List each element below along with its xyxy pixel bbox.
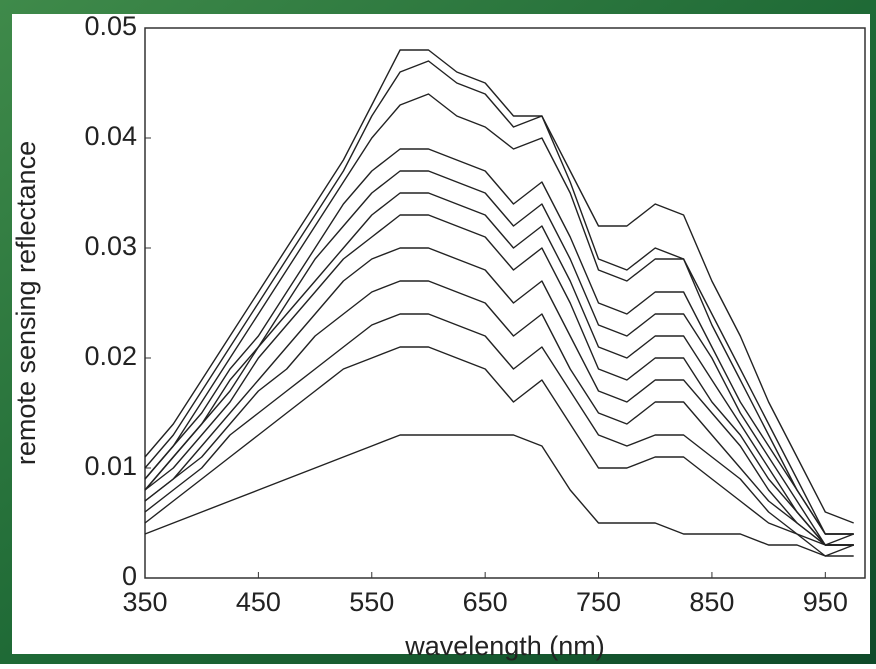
spectrum-line (144, 434, 854, 557)
x-tick-label: 750 (576, 587, 621, 617)
y-tick-label: 0.04 (84, 121, 137, 151)
y-tick-label: 0.05 (84, 11, 137, 41)
x-tick-label: 550 (349, 587, 394, 617)
spectrum-line (144, 93, 854, 535)
y-tick-label: 0.02 (84, 341, 137, 371)
x-tick-label: 850 (689, 587, 734, 617)
spectrum-line (144, 60, 854, 535)
spectrum-line (144, 192, 854, 546)
x-tick-label: 950 (803, 587, 848, 617)
spectrum-line (144, 170, 854, 546)
spectrum-line (144, 214, 854, 546)
spectrum-line (144, 148, 854, 535)
spectrum-line (144, 280, 854, 546)
spectrum-line (144, 247, 854, 546)
plot-frame (144, 27, 866, 579)
y-axis-label: remote sensing reflectance (11, 141, 41, 465)
spectrum-line (144, 49, 854, 524)
y-tick-label: 0 (122, 561, 137, 591)
x-tick-label: 450 (236, 587, 281, 617)
spectrum-line (144, 346, 854, 557)
x-tick-label: 350 (122, 587, 167, 617)
spectrum-line (144, 313, 854, 546)
plot-paper (12, 14, 870, 654)
x-axis-label: wavelength (nm) (404, 631, 605, 661)
y-tick-label: 0.03 (84, 231, 137, 261)
y-tick-label: 0.01 (84, 451, 137, 481)
x-tick-label: 650 (463, 587, 508, 617)
